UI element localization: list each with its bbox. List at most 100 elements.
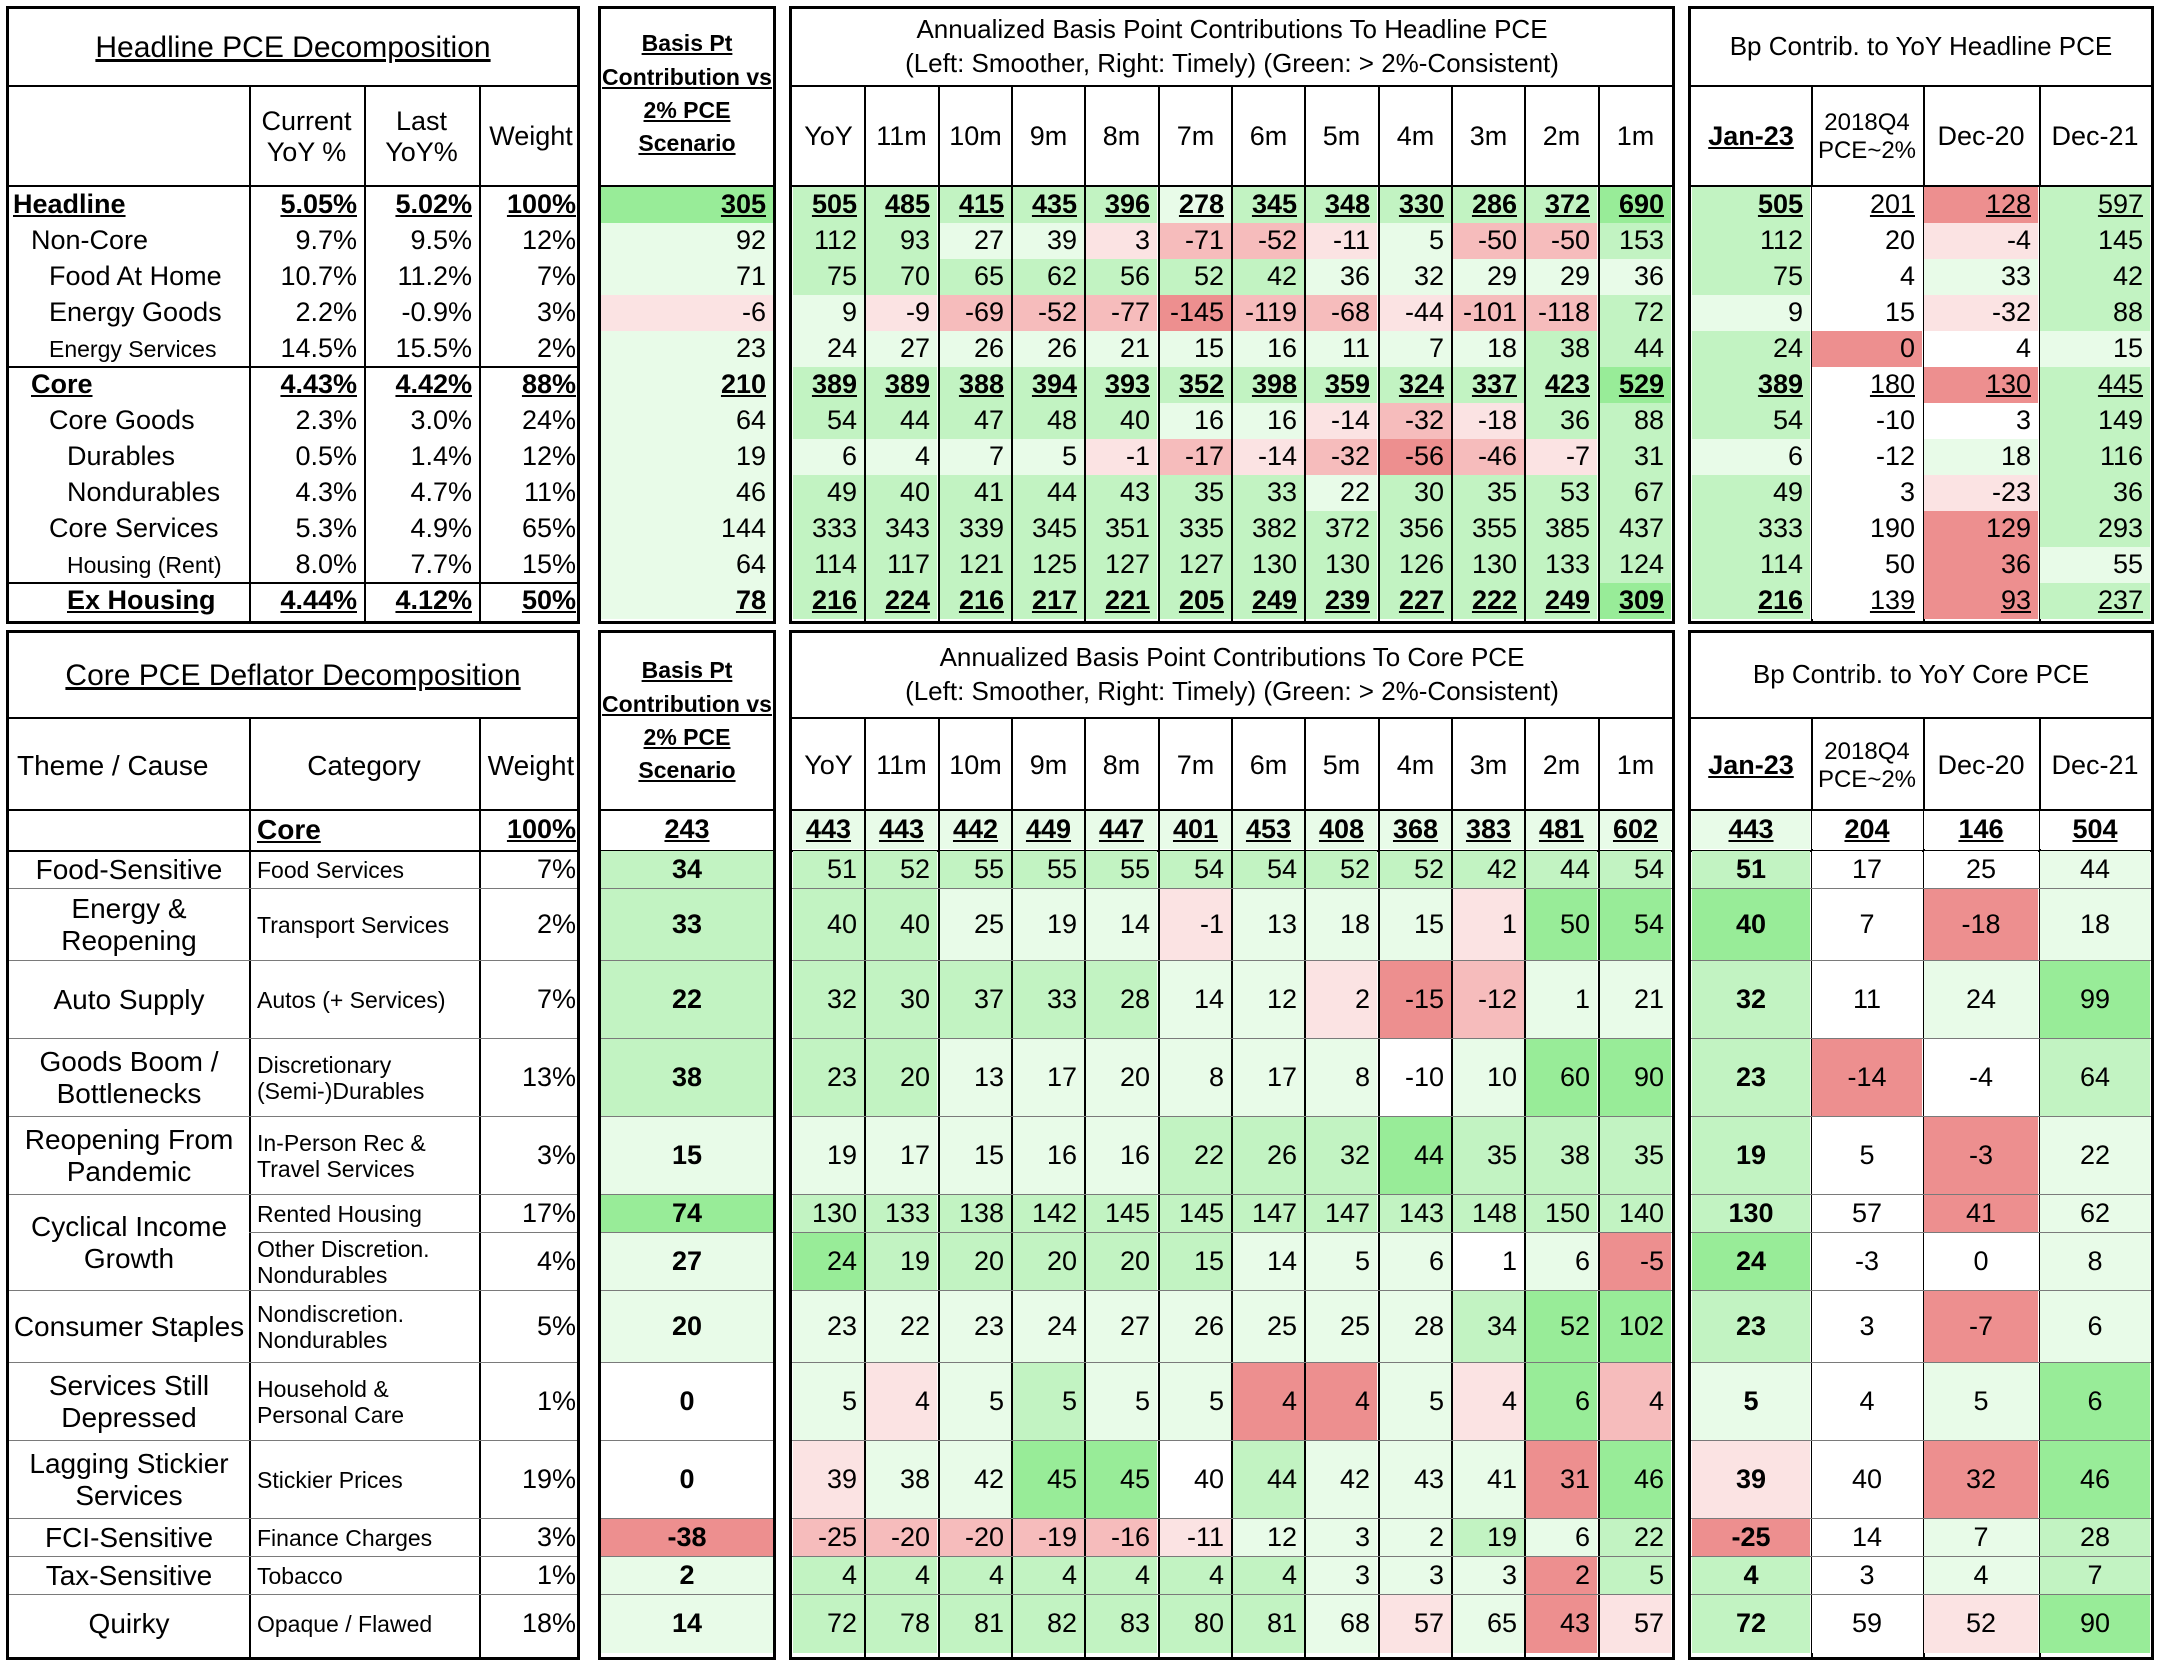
column-divider xyxy=(479,85,481,621)
row-divider xyxy=(9,960,577,961)
column-divider xyxy=(1598,85,1600,621)
comparison-cell: 14 xyxy=(1812,1519,1922,1557)
contribution-cell: -1 xyxy=(1086,439,1157,475)
row-divider xyxy=(792,960,1672,961)
contribution-cell: -14 xyxy=(1306,403,1377,439)
contribution-cell: 435 xyxy=(1013,187,1084,223)
comparison-cell: 33 xyxy=(1924,259,2038,295)
weight-value: 1% xyxy=(536,1386,576,1417)
contribution-cell: 389 xyxy=(793,367,864,403)
contribution-cell: 30 xyxy=(1380,475,1451,511)
core-weight: 100% xyxy=(506,814,576,845)
last-yoy-value: 7.7% xyxy=(410,549,472,580)
theme-label: Services Still Depressed xyxy=(48,1369,210,1433)
core-basis-value: 243 xyxy=(664,814,710,845)
contribution-cell: 46 xyxy=(1600,1441,1671,1519)
comparison-cell: 50 xyxy=(1812,547,1922,583)
core-contribution-cell: 368 xyxy=(1380,811,1451,849)
comparison-cell: 22 xyxy=(2040,1117,2150,1195)
row-divider xyxy=(792,1518,1672,1519)
contribution-cell: 147 xyxy=(1233,1195,1304,1233)
row-divider xyxy=(792,809,1672,811)
comparison-cell: 0 xyxy=(1924,1233,2038,1291)
comparison-cell: 55 xyxy=(2040,547,2150,583)
contribution-cell: 5 xyxy=(793,1363,864,1441)
basis-value: -38 xyxy=(601,1519,773,1557)
comparison-cell: 216 xyxy=(1692,583,1810,619)
contribution-cell: 72 xyxy=(793,1595,864,1653)
category-label: Autos (+ Services) xyxy=(257,986,446,1013)
period-header: 1m xyxy=(1616,121,1655,152)
basis-point-panel: Basis Pt Contribution vs 2% PCE Scenario… xyxy=(598,6,776,624)
contribution-cell: 15 xyxy=(1380,889,1451,961)
current-yoy-value: 14.5% xyxy=(280,333,357,364)
comparison-cell: 15 xyxy=(2040,331,2150,367)
comparison-header: Dec-21 xyxy=(2051,121,2139,152)
contribution-cell: 20 xyxy=(1086,1039,1157,1117)
row-label: Nondurables xyxy=(67,477,221,508)
contribution-cell: 7 xyxy=(1380,331,1451,367)
contribution-cell: 22 xyxy=(1306,475,1377,511)
contribution-cell: -44 xyxy=(1380,295,1451,331)
contribution-cell: 121 xyxy=(940,547,1011,583)
row-divider xyxy=(601,1290,773,1291)
contribution-cell: 389 xyxy=(866,367,937,403)
contribution-cell: 130 xyxy=(1233,547,1304,583)
period-header: 6m xyxy=(1249,121,1288,152)
contribution-cell: 15 xyxy=(940,1117,1011,1195)
contribution-cell: 1 xyxy=(1453,889,1524,961)
comparison-cell: 42 xyxy=(2040,259,2150,295)
contribution-cell: 26 xyxy=(1013,331,1084,367)
contribution-cell: 4 xyxy=(1453,1363,1524,1441)
comparison-cell: -18 xyxy=(1924,889,2038,961)
core-decomposition-panel: Core PCE Deflator Decomposition Theme / C… xyxy=(6,630,580,1660)
contribution-cell: 40 xyxy=(1160,1441,1231,1519)
contribution-cell: -19 xyxy=(1013,1519,1084,1557)
contribution-cell: 65 xyxy=(1453,1595,1524,1653)
period-header: 9m xyxy=(1029,121,1068,152)
core-contribution-cell: 443 xyxy=(866,811,937,849)
contribution-cell: 75 xyxy=(793,259,864,295)
contribution-cell: 17 xyxy=(1013,1039,1084,1117)
comparison-cell: 24 xyxy=(1692,331,1810,367)
contribution-cell: -12 xyxy=(1453,961,1524,1039)
contribution-cell: 114 xyxy=(793,547,864,583)
comparison-cell: 0 xyxy=(1812,331,1922,367)
row-divider xyxy=(792,1362,1672,1363)
contribution-cell: 348 xyxy=(1306,187,1377,223)
contribution-cell: 286 xyxy=(1453,187,1524,223)
comparison-cell: 112 xyxy=(1692,223,1810,259)
contribution-cell: 249 xyxy=(1233,583,1304,619)
period-header: 11m xyxy=(876,750,927,781)
contribution-cell: 17 xyxy=(1233,1039,1304,1117)
category-label: Opaque / Flawed xyxy=(257,1610,433,1637)
column-divider xyxy=(364,85,366,621)
period-header: 1m xyxy=(1616,750,1655,781)
core-comparison-cell: 443 xyxy=(1692,811,1810,849)
row-label: Ex Housing xyxy=(67,585,216,616)
basis-value: 27 xyxy=(601,1233,773,1291)
row-divider xyxy=(1691,717,2151,719)
contribution-cell: 21 xyxy=(1600,961,1671,1039)
category-label: In-Person Rec & Travel Services xyxy=(257,1129,426,1182)
column-divider xyxy=(1084,85,1086,621)
contribution-cell: 394 xyxy=(1013,367,1084,403)
contribution-cell: 17 xyxy=(866,1117,937,1195)
comparison-cell: 32 xyxy=(1692,961,1810,1039)
comparison-cell: 5 xyxy=(1924,1363,2038,1441)
row-divider xyxy=(9,1290,577,1291)
contribution-cell: 13 xyxy=(940,1039,1011,1117)
contribution-cell: 36 xyxy=(1600,259,1671,295)
comparison-cell: 40 xyxy=(1812,1441,1922,1519)
comparison-header: 2018Q4 PCE~2% xyxy=(1817,109,1917,164)
last-yoy-value: 4.9% xyxy=(410,513,472,544)
period-header: 2m xyxy=(1542,750,1581,781)
comparison-cell: 17 xyxy=(1812,851,1922,889)
contribution-cell: 20 xyxy=(866,1039,937,1117)
comparison-cell: -10 xyxy=(1812,403,1922,439)
headline-decomposition-panel: Headline PCE Decomposition Current YoY % L… xyxy=(6,6,580,624)
contribution-cell: 3 xyxy=(1453,1557,1524,1595)
theme-label: Reopening From Pandemic xyxy=(24,1123,234,1187)
category-label: Finance Charges xyxy=(257,1524,433,1551)
comparison-cell: 15 xyxy=(1812,295,1922,331)
